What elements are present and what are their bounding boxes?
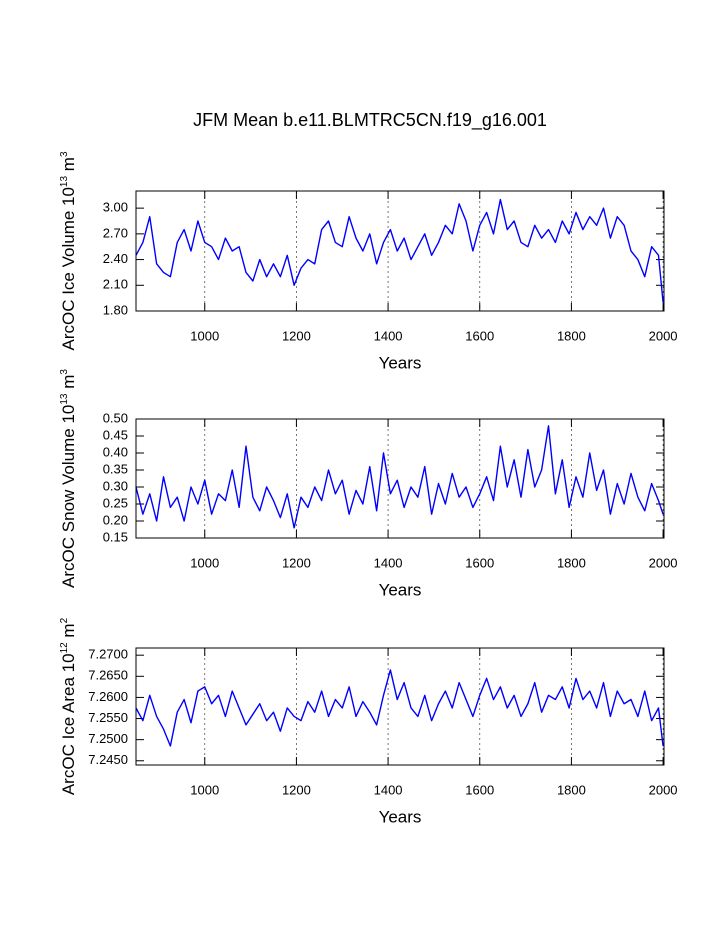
y-label-text: ArcOC Snow Volume 10 bbox=[59, 405, 78, 588]
y-tick-label: 7.2600 bbox=[88, 689, 128, 704]
y-tick-label: 2.40 bbox=[103, 251, 128, 266]
y-tick-label: 0.50 bbox=[103, 410, 128, 425]
x-tick-label: 1000 bbox=[190, 782, 219, 797]
y-label-exponent: 2 bbox=[59, 617, 70, 623]
data-line bbox=[135, 425, 664, 529]
y-label-exponent: 3 bbox=[59, 151, 70, 157]
y-tick-label: 1.80 bbox=[103, 302, 128, 317]
y-tick-label: 7.2700 bbox=[88, 647, 128, 662]
panel: 1000 1200 1400 1600 1800 2000 7.2450 7.2500 7.25… bbox=[59, 617, 677, 826]
x-tick-label: 1800 bbox=[557, 328, 586, 343]
y-label-exponent: 13 bbox=[59, 393, 70, 405]
x-tick-label: 1200 bbox=[282, 782, 311, 797]
y-tick-label: 7.2550 bbox=[88, 710, 128, 725]
y-tick-label: 2.70 bbox=[103, 225, 128, 240]
y-axis-label: ArcOC Snow Volume 1013 m3 bbox=[59, 369, 78, 588]
y-tick-label: 7.2650 bbox=[88, 668, 128, 683]
y-tick-label: 0.20 bbox=[103, 512, 128, 527]
y-label-text: ArcOC Ice Area 10 bbox=[59, 653, 78, 795]
x-axis-label: Years bbox=[379, 807, 422, 826]
y-tick-label: 7.2450 bbox=[88, 752, 128, 767]
x-tick-label: 2000 bbox=[649, 328, 678, 343]
x-axis-label: Years bbox=[379, 353, 422, 372]
x-tick-label: 2000 bbox=[649, 555, 678, 570]
figure-title: JFM Mean b.e11.BLMTRC5CN.f19_g16.001 bbox=[193, 110, 547, 131]
x-tick-label: 1400 bbox=[374, 782, 403, 797]
x-tick-label: 1800 bbox=[557, 782, 586, 797]
data-line bbox=[135, 669, 664, 747]
data-line bbox=[135, 198, 664, 303]
x-tick-label: 1000 bbox=[190, 555, 219, 570]
y-label-text: m bbox=[59, 623, 78, 642]
y-tick-label: 0.45 bbox=[103, 427, 128, 442]
y-tick-label: 0.15 bbox=[103, 529, 128, 544]
y-label-text: m bbox=[59, 375, 78, 394]
plot-frame bbox=[135, 190, 665, 312]
plot-frame bbox=[135, 647, 665, 766]
y-label-text: m bbox=[59, 157, 78, 176]
y-tick-label: 0.25 bbox=[103, 495, 128, 510]
x-axis-label: Years bbox=[379, 580, 422, 599]
y-label-text: ArcOC Ice Volume 10 bbox=[59, 187, 78, 350]
x-tick-label: 2000 bbox=[649, 782, 678, 797]
y-label-exponent: 3 bbox=[59, 369, 70, 375]
y-axis-label: ArcOC Ice Area 1012 m2 bbox=[59, 617, 78, 795]
x-tick-label: 1600 bbox=[465, 555, 494, 570]
x-tick-label: 1800 bbox=[557, 555, 586, 570]
y-tick-label: 7.2500 bbox=[88, 731, 128, 746]
y-label-exponent: 12 bbox=[59, 642, 70, 654]
y-tick-label: 0.35 bbox=[103, 461, 128, 476]
x-tick-label: 1400 bbox=[374, 328, 403, 343]
x-tick-label: 1000 bbox=[190, 328, 219, 343]
panel: 1000 1200 1400 1600 1800 2000 0.15 0.20 0.25 0.30… bbox=[59, 369, 677, 600]
x-tick-label: 1200 bbox=[282, 555, 311, 570]
panel: 1000 1200 1400 1600 1800 2000 1.80 2.10 2.40 2.70… bbox=[59, 151, 677, 372]
y-tick-label: 3.00 bbox=[103, 200, 128, 215]
x-tick-label: 1600 bbox=[465, 328, 494, 343]
x-tick-label: 1600 bbox=[465, 782, 494, 797]
y-label-exponent: 13 bbox=[59, 175, 70, 187]
y-tick-label: 2.10 bbox=[103, 277, 128, 292]
y-tick-label: 0.40 bbox=[103, 444, 128, 459]
x-tick-label: 1200 bbox=[282, 328, 311, 343]
y-axis-label: ArcOC Ice Volume 1013 m3 bbox=[59, 151, 78, 350]
plot-frame bbox=[135, 418, 665, 539]
x-tick-label: 1400 bbox=[374, 555, 403, 570]
y-tick-label: 0.30 bbox=[103, 478, 128, 493]
